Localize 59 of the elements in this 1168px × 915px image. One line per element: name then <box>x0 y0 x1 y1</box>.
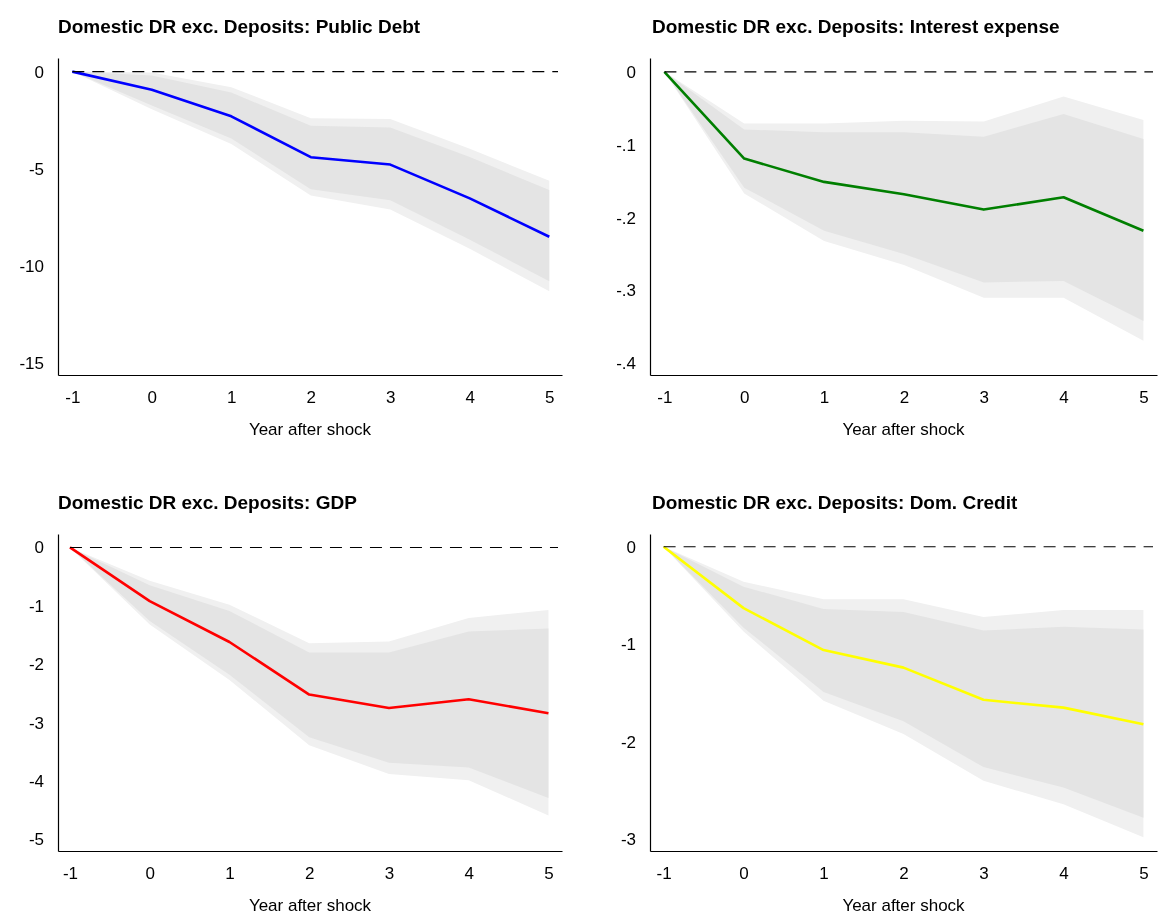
x-tick-label: 5 <box>544 864 554 884</box>
chart-title: Domestic DR exc. Deposits: Dom. Credit <box>652 492 1018 513</box>
x-tick-label: -1 <box>657 388 673 408</box>
x-tick-label: 1 <box>227 388 237 408</box>
chart-title: Domestic DR exc. Deposits: GDP <box>58 492 358 513</box>
y-tick-label: 0 <box>626 62 636 82</box>
x-tick-label: 1 <box>225 864 235 884</box>
x-tick-label: 3 <box>979 388 989 408</box>
x-tick-label: 5 <box>1139 388 1149 408</box>
y-tick-label: -.1 <box>616 135 636 155</box>
x-tick-label: 0 <box>145 864 155 884</box>
y-tick-label: 0 <box>34 62 44 82</box>
x-tick-label: 2 <box>899 864 909 884</box>
x-tick-label: -1 <box>656 864 672 884</box>
x-tick-label: 0 <box>147 388 158 408</box>
x-tick-label: 4 <box>465 388 476 408</box>
x-axis-title: Year after shock <box>842 896 966 915</box>
x-tick-label: 2 <box>899 388 910 408</box>
y-tick-label: -2 <box>620 732 636 752</box>
x-tick-label: 3 <box>384 864 395 884</box>
x-tick-label: 0 <box>739 864 749 884</box>
x-tick-label: 2 <box>306 388 317 408</box>
x-tick-label: 2 <box>304 864 315 884</box>
y-tick-label: 0 <box>34 538 44 558</box>
x-tick-label: -1 <box>65 388 81 408</box>
y-tick-label: 0 <box>626 537 636 557</box>
x-tick-label: 4 <box>1059 388 1069 408</box>
y-tick-label: -3 <box>620 830 636 850</box>
line-series <box>662 545 1145 726</box>
x-tick-label: 3 <box>386 388 396 408</box>
x-tick-label: 1 <box>819 388 830 408</box>
x-axis-title: Year after shock <box>842 420 966 439</box>
line-series <box>663 70 1145 233</box>
line-series <box>71 70 551 239</box>
line-series <box>68 546 550 715</box>
x-tick-label: -1 <box>62 864 79 884</box>
x-tick-label: 5 <box>545 388 555 408</box>
x-axis-title: Year after shock <box>248 420 372 439</box>
chart-title: Domestic DR exc. Deposits: Interest expense <box>652 16 1060 37</box>
y-tick-label: -10 <box>19 257 44 277</box>
y-tick-label: -1 <box>620 635 636 655</box>
chart-title: Domestic DR exc. Deposits: Public Debt <box>58 16 421 37</box>
x-tick-label: 0 <box>739 388 750 408</box>
x-tick-label: 5 <box>1139 864 1149 884</box>
y-tick-label: -5 <box>28 830 44 850</box>
x-tick-label: 4 <box>464 864 474 884</box>
y-tick-label: -.2 <box>616 208 636 228</box>
x-axis-title: Year after shock <box>248 896 372 915</box>
y-tick-label: -2 <box>28 655 44 675</box>
y-tick-label: -15 <box>19 354 44 374</box>
y-tick-label: -.4 <box>616 354 636 374</box>
y-tick-label: -.3 <box>616 281 636 301</box>
y-tick-label: -4 <box>28 771 44 791</box>
x-tick-label: 4 <box>1059 864 1069 884</box>
x-tick-label: 3 <box>979 864 989 884</box>
x-tick-label: 1 <box>819 864 829 884</box>
y-tick-label: -1 <box>28 596 44 616</box>
y-tick-label: -3 <box>28 713 44 733</box>
y-tick-label: -5 <box>28 159 44 179</box>
